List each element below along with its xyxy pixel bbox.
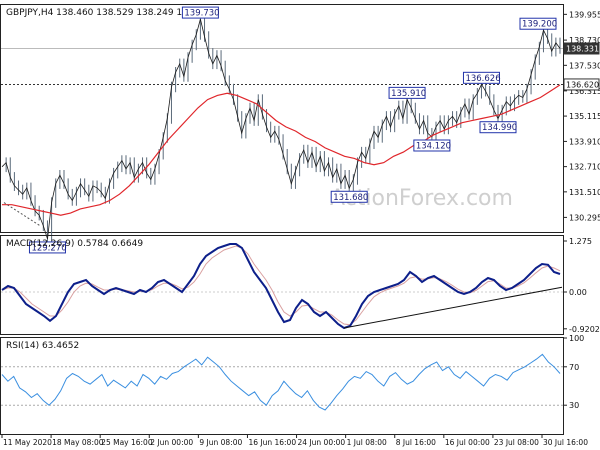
price-header: GBPJPY,H4 138.460 138.529 138.249 138.33… [6,8,214,18]
x-tick-label: 18 May 08:00 [52,438,104,447]
price-annotation-box [330,190,368,203]
price-panel-frame [0,4,564,233]
x-tick-label: 25 May 16:00 [101,438,153,447]
price-y-tick-label: 132.710 [569,163,600,172]
rsi-plot [1,353,563,411]
price-annotation-box [479,121,517,134]
price-line [1,18,561,240]
price-y-tick-label: 131.510 [569,188,600,197]
price-annotation-box [388,86,426,99]
x-tick-label: 30 Jul 16:00 [543,438,588,447]
price-annotation-box [462,71,500,84]
x-tick-label: 16 Jul 00:00 [445,438,490,447]
price-panel: GBPJPY,H4 138.460 138.529 138.249 138.33… [0,4,600,254]
price-annotation-label: 136.626 [465,74,500,84]
price-plot [1,13,563,245]
moving-average-line [2,84,561,216]
price-tags: 138.331 136.620 [563,42,600,91]
price-y-tick-label: 136.315 [569,87,600,96]
macd-header: MACD(12,26,9) 0.5784 0.6649 [6,239,143,249]
price-annotation-label: 134.120 [416,141,451,151]
price-y-tick-label: 138.730 [569,36,600,45]
price-annotation-label: 129.270 [31,243,66,253]
price-tag-box [563,42,600,55]
price-annotation-box [28,241,66,254]
rsi-panel-frame [0,337,564,435]
macd-line [1,243,561,330]
rsi-y-tick-label: 100 [569,334,584,343]
price-annotations: 139.730 129.270 131.680 135.910 136.626 134.1… [28,6,557,254]
x-tick-label: 24 Jun 00:00 [298,438,346,447]
price-y-tick-label: 139.955 [569,10,600,19]
rsi-y-tick-label: 30 [569,401,579,410]
x-tick-label: 8 Jul 16:00 [396,438,436,447]
price-y-tick-label: 137.530 [569,61,600,70]
price-annotation-label: 131.680 [333,193,368,203]
price-annotation-box [413,139,451,152]
x-tick-label: 1 Jul 08:00 [347,438,387,447]
trend-guide [3,202,41,227]
price-annotation-label: 139.200 [522,20,557,30]
price-annotation-label: 134.990 [482,123,517,133]
x-tick-label: 16 Jun 16:00 [248,438,296,447]
price-tag-label: 136.620 [566,80,599,89]
rsi-line [1,353,561,411]
price-annotation-box [519,17,557,30]
macd-y-tick-label: 1.275 [569,237,592,246]
price-y-tick-label: 133.910 [569,137,600,146]
macd-plot [1,243,563,330]
price-y-tick-label: 135.115 [569,112,600,121]
price-y-ticks: 130.295 131.510 132.710 133.910 135.115 136.3… [563,10,600,222]
x-tick-label: 23 Jul 08:00 [494,438,539,447]
rsi-panel: RSI(14) 63.4652 100 70 30 [0,334,584,435]
rsi-header: RSI(14) 63.4652 [6,341,79,351]
macd-panel-frame [0,235,564,335]
price-annotation-label: 135.910 [391,89,426,99]
macd-y-tick-label: 0.00 [569,288,587,297]
rsi-y-ticks: 100 70 30 [563,334,584,410]
x-tick-label: 11 May 2020 [3,438,52,447]
macd-panel: MACD(12,26,9) 0.5784 0.6649 1.275 0.00 -0.… [0,235,600,335]
price-tag-box [563,78,600,91]
price-annotation-label: 139.730 [184,9,219,19]
x-tick-label: 2 Jun 00:00 [150,438,193,447]
macd-y-tick-label: -0.9202 [569,325,600,334]
price-tag-label: 138.331 [566,44,599,53]
x-tick-label: 9 Jun 08:00 [199,438,242,447]
price-annotation-box [181,6,219,19]
price-y-tick-label: 130.295 [569,213,600,222]
macd-trendline [343,286,563,329]
rsi-y-tick-label: 70 [569,363,579,372]
macd-y-ticks: 1.275 0.00 -0.9202 [563,237,600,334]
